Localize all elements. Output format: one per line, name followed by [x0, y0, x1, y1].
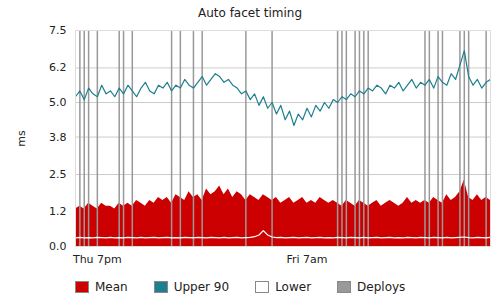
- svg-text:ms: ms: [15, 130, 28, 147]
- html-text:Deploys: Deploys: [357, 280, 406, 294]
- svg-text:1.2: 1.2: [49, 205, 67, 218]
- svg-text:6.2: 6.2: [49, 61, 67, 74]
- svg-text:0.0: 0.0: [49, 240, 67, 253]
- svg-text:Fri 7am: Fri 7am: [286, 253, 327, 266]
- svg-text:5.0: 5.0: [49, 96, 67, 109]
- svg-text:2.5: 2.5: [49, 168, 67, 181]
- html-text:Mean: Mean: [95, 280, 128, 294]
- svg-text:Thu 7pm: Thu 7pm: [72, 253, 122, 266]
- html-text:Upper 90: Upper 90: [173, 280, 230, 294]
- svg-text:7.5: 7.5: [49, 24, 67, 37]
- html-text:Auto facet timing: Auto facet timing: [198, 6, 302, 20]
- svg-text:3.8: 3.8: [49, 131, 67, 144]
- html-text:Lower: Lower: [275, 280, 312, 294]
